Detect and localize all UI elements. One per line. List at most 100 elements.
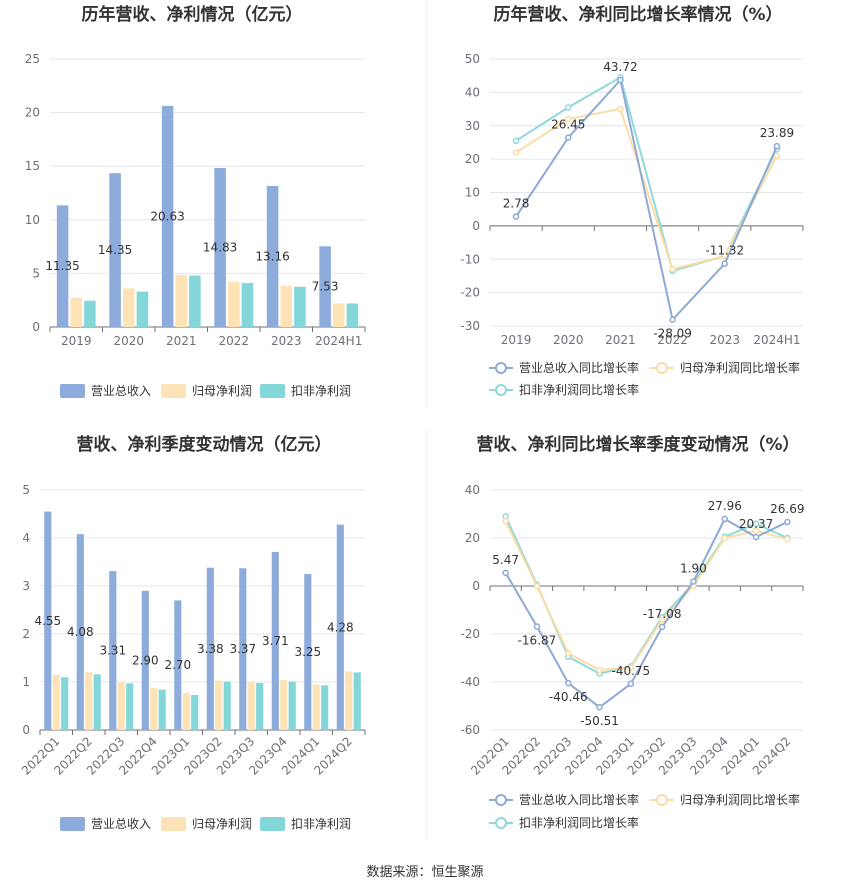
legend-label-net-growth: 归母净利润同比增长率 bbox=[680, 792, 800, 807]
line-revenue-growth bbox=[504, 517, 788, 709]
bar-net-profit bbox=[312, 684, 320, 730]
data-label-revenue: 3.25 bbox=[294, 645, 321, 659]
legend-swatch-deducted-profit bbox=[260, 817, 285, 831]
chart-legend[interactable]: 营业总收入 归母净利润 扣非净利润 bbox=[60, 817, 351, 831]
point-revenue-growth bbox=[533, 623, 541, 630]
point-revenue-growth bbox=[658, 623, 666, 631]
point-revenue-growth bbox=[784, 518, 791, 526]
point-deducted-profit-growth bbox=[752, 520, 760, 527]
data-label-revenue-growth: 26.69 bbox=[770, 502, 804, 516]
bar-net-profit bbox=[52, 674, 60, 730]
x-tick-label: 2020 bbox=[553, 333, 584, 347]
chart-title: 营收、净利季度变动情况（亿元） bbox=[77, 434, 332, 455]
data-label-revenue: 13.16 bbox=[255, 249, 289, 263]
bar-deducted-profit bbox=[191, 694, 199, 730]
bar-revenue bbox=[109, 173, 121, 327]
y-tick-label: -30 bbox=[460, 319, 480, 333]
y-tick-label: 10 bbox=[25, 213, 40, 227]
bar-net-profit bbox=[175, 275, 188, 327]
point-revenue-growth bbox=[565, 679, 572, 687]
legend-label-revenue: 营业总收入 bbox=[91, 817, 151, 831]
bar-revenue bbox=[271, 551, 279, 730]
data-label-revenue-growth: 5.47 bbox=[492, 553, 519, 567]
bar-revenue bbox=[336, 524, 344, 730]
bar-deducted-profit bbox=[321, 685, 329, 730]
y-tick-label: 0 bbox=[32, 320, 40, 334]
y-tick-label: 1 bbox=[22, 675, 30, 689]
data-label-revenue: 4.08 bbox=[67, 625, 94, 639]
legend-swatch-net-profit bbox=[161, 384, 186, 398]
y-tick-label: 0 bbox=[472, 579, 480, 593]
bar-revenue bbox=[174, 600, 182, 730]
y-tick-label: 10 bbox=[465, 186, 480, 200]
bar-net-profit bbox=[345, 671, 353, 730]
legend-label-revenue: 营业总收入 bbox=[91, 384, 151, 398]
plot-area: 0123452022Q12022Q22022Q32022Q42023Q12023… bbox=[19, 483, 366, 778]
legend-swatch-revenue bbox=[60, 817, 85, 831]
data-label-revenue-growth: 23.89 bbox=[760, 126, 794, 140]
x-tick-label: 2024H1 bbox=[753, 333, 800, 347]
point-net-profit-growth bbox=[565, 649, 572, 657]
data-label-revenue-growth: 20.37 bbox=[739, 517, 773, 531]
data-label-revenue: 3.71 bbox=[262, 634, 289, 648]
chart-title: 营收、净利同比增长率季度变动情况（%） bbox=[476, 434, 799, 455]
bar-net-profit bbox=[85, 672, 93, 730]
x-tick-label: 2022 bbox=[218, 334, 249, 348]
data-label-revenue: 11.35 bbox=[45, 259, 79, 273]
legend-marker-deducted-growth bbox=[495, 817, 507, 829]
chart-legend[interactable]: 营业总收入 归母净利润 扣非净利润 bbox=[60, 384, 351, 398]
y-tick-label: -60 bbox=[460, 723, 480, 737]
bar-deducted-profit bbox=[93, 674, 101, 730]
data-label-revenue: 7.53 bbox=[312, 280, 339, 294]
y-tick-label: -20 bbox=[460, 286, 480, 300]
y-tick-label: 4 bbox=[22, 531, 30, 545]
legend-label-deducted-profit: 扣非净利润 bbox=[291, 817, 351, 831]
line-net-profit-growth bbox=[504, 520, 788, 672]
annual-revenue-profit-chart: 历年营收、净利情况（亿元） 0 5 10 15 20 25 2019 2020 2021 2022… bbox=[25, 4, 366, 398]
legend-swatch-deducted-profit bbox=[260, 384, 285, 398]
data-label-revenue: 2.90 bbox=[132, 653, 159, 667]
data-label-revenue: 20.63 bbox=[150, 209, 184, 223]
chart-title: 历年营收、净利同比增长率情况（%） bbox=[493, 4, 782, 25]
point-revenue-growth bbox=[565, 134, 572, 141]
point-net-profit-growth bbox=[502, 517, 509, 525]
y-tick-label: 40 bbox=[465, 85, 480, 99]
legend-marker-revenue-growth bbox=[495, 794, 507, 806]
chart-legend[interactable]: 营业总收入同比增长率 归母净利润同比增长率 扣非净利润同比增长率 bbox=[489, 360, 800, 397]
point-revenue-growth bbox=[627, 680, 635, 688]
legend-swatch-net-profit bbox=[161, 817, 186, 831]
data-label-revenue: 4.55 bbox=[34, 614, 61, 628]
x-tick-label: 2019 bbox=[501, 333, 532, 347]
y-tick-label: 15 bbox=[25, 159, 40, 173]
data-label-revenue-growth: 1.90 bbox=[680, 561, 707, 575]
bar-revenue bbox=[239, 568, 247, 730]
point-revenue-growth bbox=[752, 533, 760, 541]
x-tick-label: 2023 bbox=[709, 333, 740, 347]
point-net-profit-growth bbox=[752, 527, 760, 535]
bar-revenue bbox=[44, 511, 52, 730]
y-tick-label: 2 bbox=[22, 627, 30, 641]
x-tick-label: 2021 bbox=[166, 334, 197, 348]
chart-title: 历年营收、净利情况（亿元） bbox=[82, 4, 303, 25]
bar-deducted-profit bbox=[189, 275, 201, 327]
point-net-profit-growth bbox=[773, 152, 781, 160]
bar-deducted-profit bbox=[241, 283, 254, 327]
y-tick-label: 0 bbox=[22, 723, 30, 737]
point-deducted-profit-growth bbox=[565, 104, 572, 111]
bar-net-profit bbox=[227, 281, 240, 327]
y-tick-label: 20 bbox=[465, 531, 480, 545]
bar-revenue bbox=[319, 246, 331, 327]
point-revenue-growth bbox=[596, 703, 603, 711]
point-net-profit-growth bbox=[565, 115, 572, 123]
data-label-revenue-growth: -16.87 bbox=[518, 633, 557, 647]
line-net-profit-growth bbox=[515, 107, 778, 271]
y-tick-label: 20 bbox=[25, 106, 40, 120]
y-tick-label: 5 bbox=[22, 483, 30, 497]
chart-legend[interactable]: 营业总收入同比增长率 归母净利润同比增长率 扣非净利润同比增长率 bbox=[489, 792, 800, 830]
legend-label-revenue-growth: 营业总收入同比增长率 bbox=[519, 360, 639, 375]
bar-revenue bbox=[214, 168, 226, 327]
line-revenue-growth bbox=[515, 77, 778, 322]
legend-marker-deducted-growth bbox=[495, 384, 507, 396]
y-tick-label: -10 bbox=[460, 252, 480, 266]
data-label-revenue-growth: -40.46 bbox=[549, 690, 588, 704]
